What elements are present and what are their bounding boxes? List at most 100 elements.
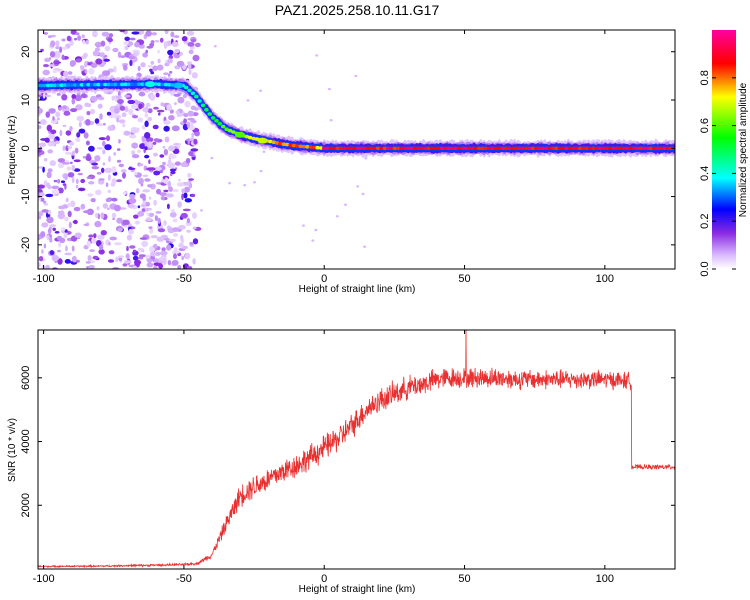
noise-cell (181, 36, 188, 42)
ridge-core-cell (76, 83, 81, 87)
ridge-core-cell (544, 146, 549, 151)
noise-cell (118, 228, 123, 232)
noise-cell (97, 234, 105, 240)
noise-cell (177, 265, 182, 269)
noise-cell (123, 64, 128, 71)
ridge-core-cell (332, 146, 337, 151)
noise-cell (174, 102, 177, 106)
noise-cell (164, 136, 170, 143)
noise-cell (54, 231, 60, 234)
noise-cell (166, 244, 172, 251)
ridge-core-cell (594, 146, 600, 151)
noise-cell (88, 264, 95, 269)
ridge-core-cell (534, 146, 539, 151)
ridge-core-cell (490, 146, 495, 151)
x-tick-label: -50 (176, 573, 192, 585)
noise-cell (68, 221, 72, 229)
noise-cell (169, 168, 177, 172)
noise-cell (88, 145, 95, 152)
noise-cell (131, 154, 140, 159)
noise-cell (356, 185, 360, 188)
noise-cell (77, 35, 81, 41)
noise-cell (38, 184, 45, 189)
noise-cell (64, 259, 71, 264)
ridge-core-cell (328, 146, 334, 151)
noise-cell (188, 178, 195, 181)
noise-cell (87, 176, 92, 179)
noise-cell (65, 130, 72, 136)
noise-cell (154, 251, 161, 256)
noise-cell (168, 154, 177, 159)
noise-cell (57, 107, 63, 111)
ridge-core-cell (581, 146, 586, 151)
ridge-core-cell (608, 146, 613, 151)
noise-cell (107, 125, 114, 131)
noise-cell (73, 168, 81, 172)
ridge-core-cell (318, 146, 324, 150)
ridge-core-cell (207, 112, 212, 116)
noise-cell (57, 117, 60, 121)
ridge-core-cell (429, 146, 435, 151)
noise-cell (141, 240, 149, 248)
noise-cell (67, 71, 73, 75)
noise-cell (117, 99, 124, 104)
noise-cell (61, 38, 66, 42)
noise-cell (45, 193, 54, 198)
noise-cell (100, 212, 105, 219)
noise-cell (43, 243, 47, 249)
noise-cell (48, 226, 53, 230)
noise-cell (82, 39, 86, 45)
noise-cell (138, 254, 147, 258)
x-tick-label: 50 (458, 273, 470, 285)
ridge-core-cell (194, 94, 199, 99)
noise-cell (75, 137, 81, 143)
noise-cell (131, 142, 139, 149)
ridge-core-cell (463, 146, 468, 151)
y-tick-label: 0 (20, 145, 32, 151)
noise-cell (178, 224, 186, 230)
noise-cell (51, 254, 59, 262)
ridge-core-cell (655, 146, 660, 151)
noise-cell (107, 189, 112, 193)
noise-cell (100, 230, 107, 236)
noise-cell (67, 202, 71, 208)
noise-cell (84, 69, 88, 74)
noise-cell (149, 251, 157, 257)
noise-cell (162, 161, 166, 166)
noise-cell (88, 234, 94, 238)
ridge-core-cell (557, 146, 563, 151)
noise-cell (128, 134, 137, 139)
noise-cell (80, 203, 86, 210)
noise-cell (164, 62, 170, 67)
noise-cell (71, 245, 75, 252)
noise-cell (144, 132, 151, 139)
noise-cell (124, 94, 131, 98)
noise-cell (88, 68, 95, 75)
noise-cell (40, 197, 45, 202)
noise-cell (144, 178, 151, 182)
noise-cell (98, 137, 107, 141)
noise-cell (63, 71, 69, 78)
noise-cell (169, 211, 177, 218)
noise-cell (177, 143, 181, 149)
noise-cell (52, 116, 55, 121)
noise-cell (159, 37, 164, 43)
noise-cell (56, 235, 62, 241)
noise-cell (191, 132, 194, 138)
noise-cell (144, 154, 150, 159)
noise-cell (315, 54, 319, 57)
noise-cell (191, 72, 198, 79)
noise-cell (145, 102, 151, 108)
y-tick-label: 2000 (20, 493, 32, 517)
noise-cell (200, 209, 203, 212)
noise-cell (184, 181, 191, 186)
noise-cell (71, 176, 75, 184)
noise-cell (329, 119, 333, 122)
noise-cell (99, 113, 103, 120)
noise-cell (42, 93, 46, 99)
noise-cell (121, 112, 127, 117)
ridge-core-cell (487, 146, 492, 151)
noise-cell (132, 265, 137, 269)
noise-cell (49, 237, 53, 243)
noise-cell (97, 103, 103, 109)
